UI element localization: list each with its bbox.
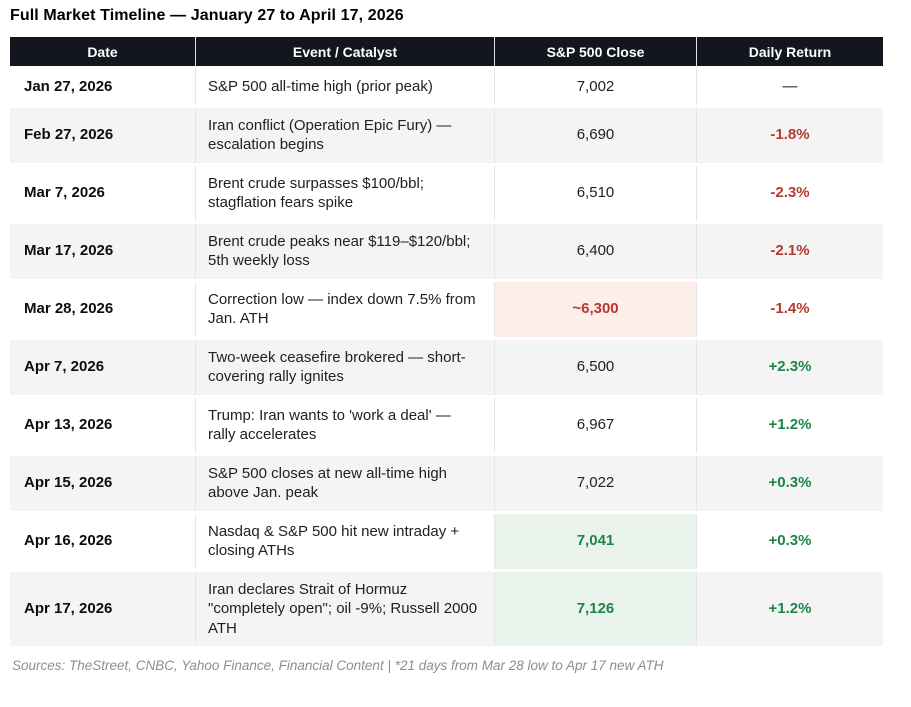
event-cell: Brent crude peaks near $119–$120/bbl; 5t… xyxy=(196,223,495,279)
event-cell: Correction low — index down 7.5% from Ja… xyxy=(196,281,495,337)
return-cell: -1.8% xyxy=(697,107,883,163)
table-row: Apr 15, 2026 S&P 500 closes at new all-t… xyxy=(10,455,883,511)
close-cell: 7,126 xyxy=(495,571,697,646)
date-cell: Jan 27, 2026 xyxy=(10,69,196,105)
close-cell: 7,041 xyxy=(495,513,697,569)
close-cell: 6,400 xyxy=(495,223,697,279)
date-cell: Apr 16, 2026 xyxy=(10,513,196,569)
timeline-table-body: Jan 27, 2026 S&P 500 all-time high (prio… xyxy=(10,69,883,646)
date-cell: Mar 28, 2026 xyxy=(10,281,196,337)
return-cell: +0.3% xyxy=(697,455,883,511)
page: Full Market Timeline — January 27 to Apr… xyxy=(10,7,883,673)
close-cell: 7,022 xyxy=(495,455,697,511)
close-cell: 6,967 xyxy=(495,397,697,453)
date-cell: Feb 27, 2026 xyxy=(10,107,196,163)
close-cell: 7,002 xyxy=(495,69,697,105)
table-row: Apr 17, 2026 Iran declares Strait of Hor… xyxy=(10,571,883,646)
close-cell: 6,500 xyxy=(495,339,697,395)
return-cell: +0.3% xyxy=(697,513,883,569)
return-cell: -2.1% xyxy=(697,223,883,279)
table-header: Date Event / Catalyst S&P 500 Close Dail… xyxy=(10,37,883,66)
header-close: S&P 500 Close xyxy=(495,37,697,66)
return-cell: +2.3% xyxy=(697,339,883,395)
return-cell: -2.3% xyxy=(697,165,883,221)
date-cell: Apr 17, 2026 xyxy=(10,571,196,646)
table-row: Feb 27, 2026 Iran conflict (Operation Ep… xyxy=(10,107,883,163)
return-cell: -1.4% xyxy=(697,281,883,337)
market-timeline-table: Date Event / Catalyst S&P 500 Close Dail… xyxy=(10,34,883,649)
header-event: Event / Catalyst xyxy=(196,37,495,66)
date-cell: Apr 13, 2026 xyxy=(10,397,196,453)
event-cell: Nasdaq & S&P 500 hit new intraday + clos… xyxy=(196,513,495,569)
table-row: Apr 7, 2026 Two-week ceasefire brokered … xyxy=(10,339,883,395)
header-row: Date Event / Catalyst S&P 500 Close Dail… xyxy=(10,37,883,66)
date-cell: Mar 7, 2026 xyxy=(10,165,196,221)
event-cell: Trump: Iran wants to 'work a deal' — ral… xyxy=(196,397,495,453)
table-row: Mar 7, 2026 Brent crude surpasses $100/b… xyxy=(10,165,883,221)
close-cell: 6,690 xyxy=(495,107,697,163)
header-date: Date xyxy=(10,37,196,66)
page-title: Full Market Timeline — January 27 to Apr… xyxy=(10,7,404,24)
table-row: Apr 16, 2026 Nasdaq & S&P 500 hit new in… xyxy=(10,513,883,569)
event-cell: Brent crude surpasses $100/bbl; stagflat… xyxy=(196,165,495,221)
event-cell: Iran declares Strait of Hormuz "complete… xyxy=(196,571,495,646)
header-return: Daily Return xyxy=(697,37,883,66)
date-cell: Apr 15, 2026 xyxy=(10,455,196,511)
close-cell: ~6,300 xyxy=(495,281,697,337)
event-cell: Two-week ceasefire brokered — short-cove… xyxy=(196,339,495,395)
date-cell: Apr 7, 2026 xyxy=(10,339,196,395)
date-cell: Mar 17, 2026 xyxy=(10,223,196,279)
table-row: Apr 13, 2026 Trump: Iran wants to 'work … xyxy=(10,397,883,453)
event-cell: S&P 500 all-time high (prior peak) xyxy=(196,69,495,105)
event-cell: S&P 500 closes at new all-time high abov… xyxy=(196,455,495,511)
return-cell: +1.2% xyxy=(697,571,883,646)
table-row: Mar 17, 2026 Brent crude peaks near $119… xyxy=(10,223,883,279)
event-cell: Iran conflict (Operation Epic Fury) — es… xyxy=(196,107,495,163)
return-cell: +1.2% xyxy=(697,397,883,453)
table-row: Mar 28, 2026 Correction low — index down… xyxy=(10,281,883,337)
sources-footnote: Sources: TheStreet, CNBC, Yahoo Finance,… xyxy=(12,658,664,673)
table-row: Jan 27, 2026 S&P 500 all-time high (prio… xyxy=(10,69,883,105)
return-cell: — xyxy=(697,69,883,105)
close-cell: 6,510 xyxy=(495,165,697,221)
